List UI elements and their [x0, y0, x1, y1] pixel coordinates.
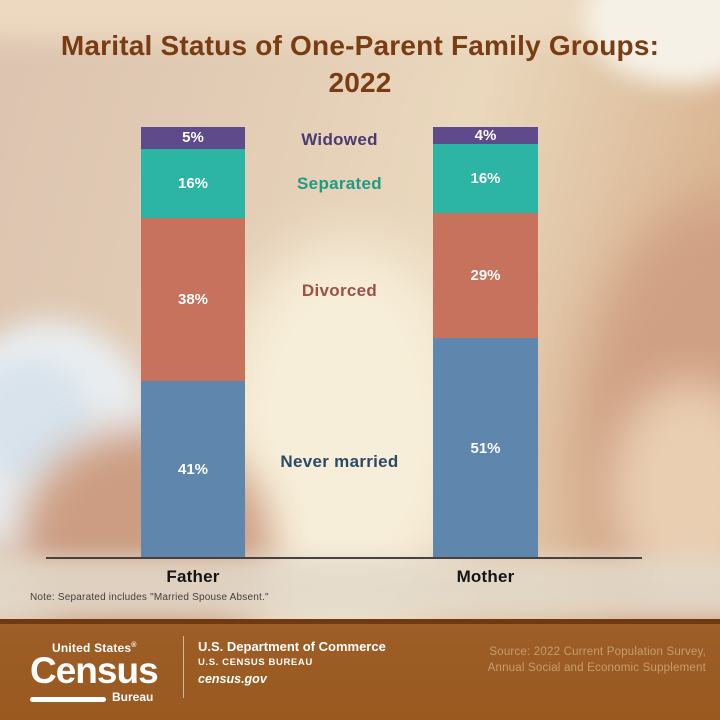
- department-block: U.S. Department of Commerce U.S. CENSUS …: [198, 640, 386, 685]
- segment-value-label: 16%: [177, 174, 209, 192]
- segment-separated-father: 16%: [141, 148, 245, 218]
- logo-underline-bar: [30, 697, 106, 702]
- segment-value-label: 4%: [474, 127, 497, 145]
- background-bottom-band: [0, 556, 720, 618]
- logo-census: Census: [30, 650, 159, 691]
- x-axis-line: [46, 557, 642, 559]
- category-label-father: Father: [166, 567, 220, 586]
- segment-value-label: 38%: [177, 290, 209, 308]
- registered-trademark-icon: ®: [131, 642, 137, 649]
- census-bureau-text: U.S. CENSUS BUREAU: [198, 657, 313, 668]
- legend-label-never-married: Never married: [280, 451, 399, 471]
- source-line-1: Source: 2022 Current Population Survey,: [489, 646, 706, 658]
- segment-never-married-father: 41%: [141, 381, 245, 558]
- note-text: Note: Separated includes "Married Spouse…: [30, 592, 269, 603]
- segment-divorced-father: 38%: [141, 217, 245, 382]
- segment-separated-mother: 16%: [433, 144, 538, 214]
- census-bureau-logo: United States® Census Bureau: [30, 642, 178, 703]
- legend-label-separated: Separated: [297, 173, 382, 193]
- page-title: Marital Status of One-Parent Family Grou…: [60, 30, 660, 98]
- segment-value-label: 5%: [182, 129, 204, 147]
- logo-united-states: United States®: [52, 641, 137, 655]
- segment-divorced-mother: 29%: [433, 213, 538, 339]
- segment-value-label: 16%: [470, 170, 501, 188]
- stacked-bar-mother: 4% 16% 29% 51%: [433, 127, 538, 558]
- segment-widowed-mother: 4%: [433, 127, 538, 145]
- segment-value-label: 51%: [470, 439, 501, 457]
- segment-value-label: 29%: [470, 267, 501, 285]
- stacked-bar-father: 5% 16% 38% 41%: [141, 127, 245, 558]
- source-line-2: Annual Social and Economic Supplement: [487, 662, 706, 674]
- segment-widowed-father: 5%: [141, 127, 245, 149]
- footer-divider: [183, 636, 184, 698]
- census-gov-text: census.gov: [198, 671, 267, 686]
- footer-bar: United States® Census Bureau U.S. Depart…: [0, 619, 720, 720]
- category-label-mother: Mother: [456, 567, 515, 586]
- segment-never-married-mother: 51%: [433, 338, 538, 558]
- segment-value-label: 41%: [177, 461, 209, 479]
- logo-bureau: Bureau: [112, 690, 154, 704]
- legend-label-widowed: Widowed: [301, 129, 378, 149]
- legend-label-divorced: Divorced: [301, 280, 378, 300]
- dept-commerce-text: U.S. Department of Commerce: [198, 639, 386, 654]
- source-citation: Source: 2022 Current Population Survey, …: [488, 644, 706, 676]
